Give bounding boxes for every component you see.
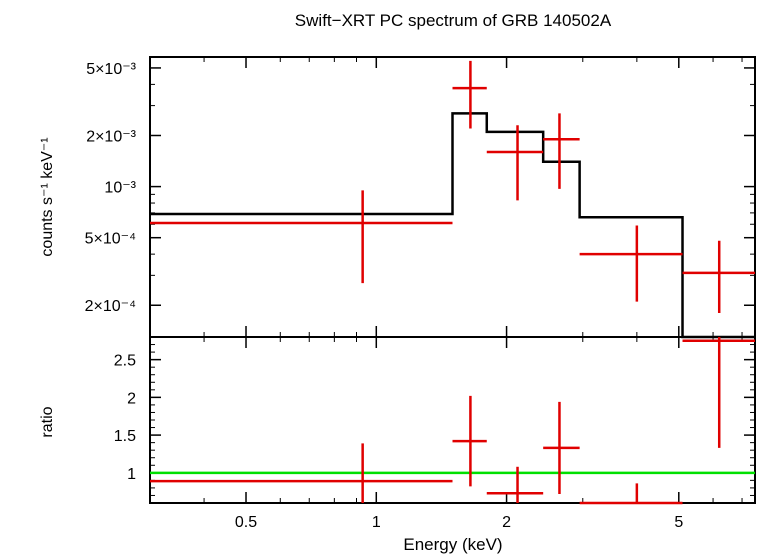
x-axis-label: Energy (keV) [403, 535, 502, 554]
ratio-data-point [486, 466, 544, 503]
ratio-data-point [543, 401, 580, 494]
x-tick-label: 5 [674, 514, 683, 531]
ratio-panel: 1 1.5 2 2.5 0.5 1 2 5 [114, 336, 756, 531]
spectrum-data-point [543, 113, 580, 189]
ratio-data-point [150, 443, 453, 503]
spectrum-y-tick-label: 5×10⁻⁴ [85, 231, 136, 248]
ratio-y-tick-label: 2.5 [114, 353, 136, 370]
model-step-line [150, 112, 755, 339]
spectrum-data-point [682, 240, 755, 314]
spectrum-y-tick-label: 10⁻³ [104, 180, 136, 197]
ratio-frame [149, 336, 756, 504]
x-tick-label: 2 [502, 514, 511, 531]
ratio-data-point [579, 483, 683, 505]
ratio-y-tick-label: 1.5 [114, 428, 136, 445]
spectrum-data-point [452, 60, 487, 129]
ratio-y-tick-label: 1 [127, 466, 136, 483]
spectrum-y-tick-label: 5×10⁻³ [86, 61, 136, 78]
spectrum-data-point [150, 190, 453, 284]
ratio-y-axis-label: ratio [39, 406, 56, 437]
ratio-y-tick-label: 2 [127, 390, 136, 407]
ratio-data-point [682, 337, 755, 448]
spectrum-y-tick-label: 2×10⁻⁴ [85, 298, 136, 315]
x-tick-label: 0.5 [235, 514, 257, 531]
spectrum-panel: 5×10⁻³ 2×10⁻³ 10⁻³ 5×10⁻⁴ 2×10⁻⁴ [85, 56, 756, 339]
spectrum-y-tick-label: 2×10⁻³ [86, 128, 136, 145]
chart-title: Swift−XRT PC spectrum of GRB 140502A [295, 11, 612, 30]
spectrum-y-axis-label: counts s⁻¹ keV⁻¹ [39, 137, 56, 256]
x-tick-label: 1 [372, 514, 381, 531]
ratio-data-point [452, 395, 487, 487]
spectrum-data-point [486, 125, 544, 201]
spectrum-data-point [579, 225, 683, 302]
